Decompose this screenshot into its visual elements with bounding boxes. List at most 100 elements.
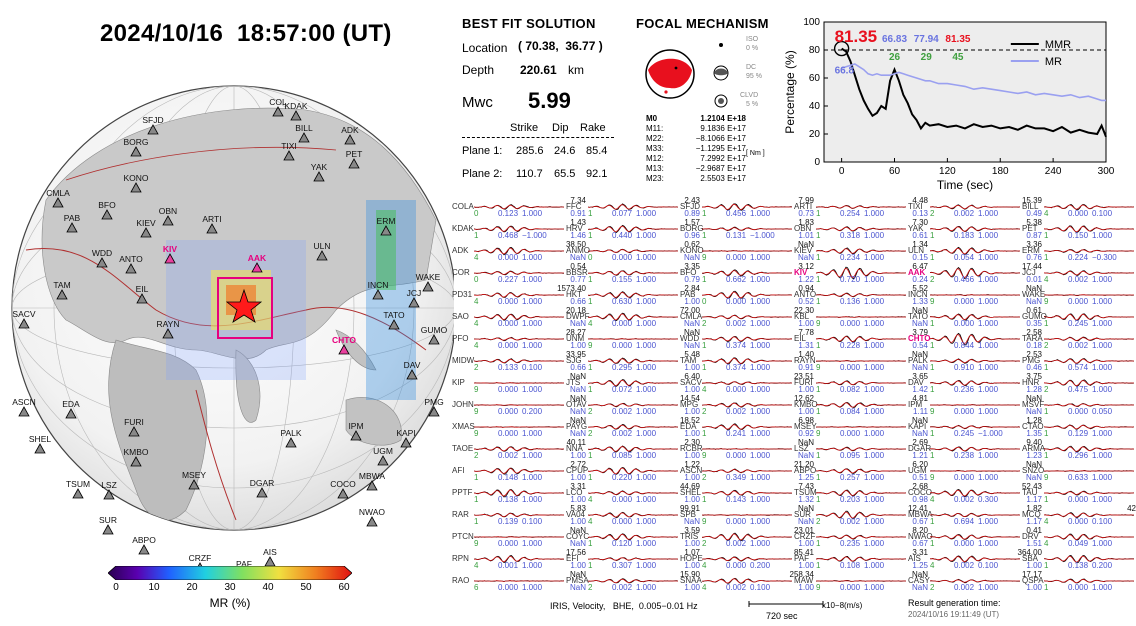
- waveform-cell: ARTI 4.48 1 0.254 1.000 0.13: [794, 196, 928, 218]
- grade-value: 2: [930, 209, 935, 218]
- x-tick-label: 180: [992, 166, 1009, 177]
- scale-value: 1.000: [636, 495, 657, 504]
- ratio-value: 0.234: [840, 253, 861, 262]
- moment-row: M12: 7.2992 E+17: [646, 154, 746, 164]
- waveform-cell: JOHN NaN 9 0.000 0.200 NaN: [452, 394, 586, 416]
- grade-value: 1: [816, 253, 821, 262]
- scale-value: 1.000: [750, 363, 771, 372]
- synthetic-trace: [1044, 579, 1134, 584]
- waveform-trace: [702, 556, 792, 562]
- station-marker: [264, 556, 276, 567]
- misfit-value: 2.69: [912, 438, 928, 447]
- ratio-value: 0.295: [612, 363, 633, 372]
- station-code: JTS: [566, 378, 581, 387]
- station-code: KIEV: [794, 246, 813, 255]
- station-marker: [313, 171, 325, 182]
- grade-value: 1: [816, 407, 821, 416]
- waveform-cell: SFJD 7.99 1 0.456 1.000 0.73: [680, 196, 814, 218]
- synthetic-trace: [588, 512, 678, 518]
- ratio-value: 0.000: [726, 561, 747, 570]
- waveform-trace: [588, 424, 678, 430]
- station-code: OBN: [794, 224, 812, 233]
- waveform-trace: [816, 247, 906, 255]
- scale-value: 1.000: [978, 517, 999, 526]
- synthetic-trace: [816, 490, 906, 496]
- station-label: IPM: [348, 421, 363, 431]
- grade-value: 1: [930, 539, 935, 548]
- mr-value: NaN: [911, 583, 928, 592]
- mr-value: NaN: [911, 429, 928, 438]
- station-marker: [138, 544, 150, 555]
- mr-value: 0.35: [1026, 319, 1042, 328]
- ratio-value: 0.002: [726, 583, 747, 592]
- synthetic-trace: [474, 226, 564, 232]
- station-code: MPG: [680, 400, 699, 409]
- scale-value: 1.000: [864, 319, 885, 328]
- mr-value: 0.67: [912, 517, 928, 526]
- grade-value: 1: [930, 429, 935, 438]
- moment-value: 9.1836 E+17: [700, 124, 746, 133]
- waveform-cell: YAK 5.38 1 0.183 1.000 0.87: [908, 218, 1042, 240]
- grade-value: 1: [588, 363, 593, 372]
- synthetic-trace: [702, 402, 792, 408]
- ratio-value: 0.000: [726, 385, 747, 394]
- ratio-value: 0.000: [954, 539, 975, 548]
- ratio-value: 0.000: [726, 517, 747, 526]
- misfit-value: 12.62: [793, 394, 814, 403]
- station-code: PMG: [1022, 356, 1041, 365]
- station-code: TATO: [908, 312, 928, 321]
- grade-value: 2: [474, 363, 479, 372]
- grade-value: 1: [816, 473, 821, 482]
- mr-value: NaN: [797, 517, 814, 526]
- waveform-cell: AIS 364.00 4 0.002 0.100 1.00: [908, 548, 1042, 570]
- grade-value: 1: [930, 231, 935, 240]
- station-code: OTAV: [566, 400, 587, 409]
- waveform-trace: [474, 292, 564, 298]
- ratio-value: 0.220: [612, 473, 633, 482]
- misfit-value: 5.83: [570, 504, 586, 513]
- ratio-value: 0.630: [612, 297, 633, 306]
- scale-value: 1.000: [864, 209, 885, 218]
- station-marker: [130, 182, 142, 193]
- grade-value: 2: [816, 517, 821, 526]
- station-label: TSUM: [66, 479, 90, 489]
- waveform-cell: TATO 0.61 1 0.000 1.000 0.35: [908, 306, 1042, 328]
- waveform-cell: EFI 1.07 1 0.307 1.000 1.00: [566, 548, 700, 570]
- station-code: DAV: [908, 378, 924, 387]
- ratio-value: 0.000: [1068, 517, 1089, 526]
- station-marker: [408, 297, 420, 308]
- scale-value: 1.000: [864, 407, 885, 416]
- scale-value: 1.000: [864, 341, 885, 350]
- grade-value: 4: [588, 495, 593, 504]
- scale-value: 1.000: [864, 495, 885, 504]
- misfit-value: 5.38: [1026, 218, 1042, 227]
- grade-value: 1: [1044, 451, 1049, 460]
- waveform-trace: [816, 446, 906, 452]
- ratio-value: 0.318: [840, 231, 861, 240]
- ratio-value: 0.000: [1068, 495, 1089, 504]
- misfit-value: 2.68: [912, 482, 928, 491]
- misfit-value: 2.53: [1026, 350, 1042, 359]
- waveform-cell: DGAR 9.40 1 0.238 1.000 1.23: [908, 438, 1042, 460]
- station-code: CMLA: [680, 312, 703, 321]
- ratio-value: 0.002: [612, 583, 633, 592]
- station-code: AAK: [908, 268, 926, 277]
- station-label: AAK: [248, 253, 267, 263]
- scale-value: 1.000: [1092, 583, 1113, 592]
- ratio-value: 0.374: [726, 341, 747, 350]
- colorbar-tick: 20: [186, 582, 198, 593]
- station-marker: [96, 257, 108, 268]
- plane2-rake: 92.1: [586, 168, 608, 180]
- mr-value: 0.01: [1026, 275, 1042, 284]
- waveform-cell: LCO 44.69 4 0.000 1.000 1.00: [566, 482, 700, 504]
- station-label: BFO: [98, 200, 116, 210]
- mr-value: 1.25: [912, 561, 928, 570]
- mr-value: 1.25: [798, 473, 814, 482]
- ratio-value: 0.000: [498, 297, 519, 306]
- waveform-cell: ABPO 6.20 1 0.257 1.000 0.51: [794, 460, 928, 482]
- misfit-value: 4239.27: [1127, 504, 1136, 513]
- scale-value: 0.300: [978, 495, 999, 504]
- station-label: SHEL: [29, 434, 51, 444]
- grade-value: 1: [702, 209, 707, 218]
- misfit-value: 2.43: [684, 196, 700, 205]
